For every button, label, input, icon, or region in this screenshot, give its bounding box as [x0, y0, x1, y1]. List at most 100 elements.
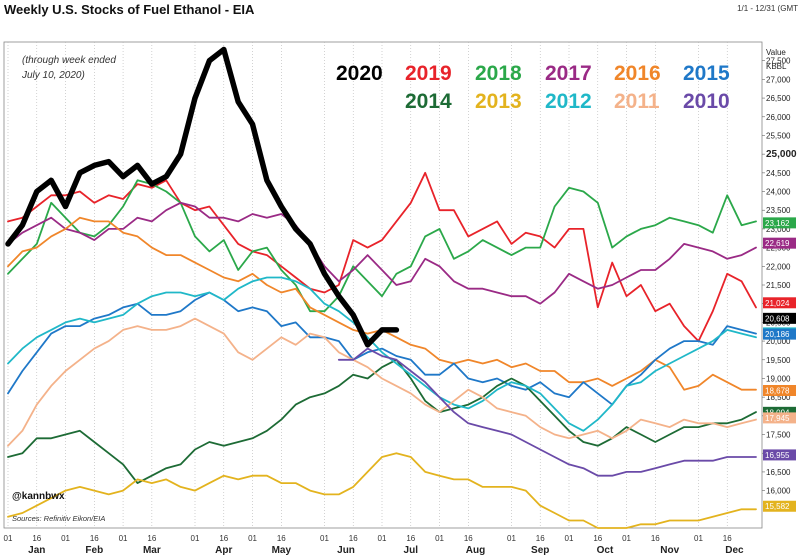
- y-tick-label: 18,500: [766, 393, 791, 402]
- x-tick-label: 01: [320, 534, 329, 543]
- end-label-2019: 21,024: [765, 299, 790, 308]
- x-month-label: Mar: [143, 545, 161, 556]
- y-tick-label: 19,500: [766, 356, 791, 365]
- x-month-label: Jan: [28, 545, 45, 556]
- x-tick-label: 16: [464, 534, 473, 543]
- end-label-2013: 15,582: [765, 502, 790, 511]
- y-axis-title: Value: [766, 48, 786, 57]
- y-tick-label: 25,500: [766, 131, 791, 140]
- end-label-box-2016: [763, 384, 796, 396]
- x-tick-label: 16: [90, 534, 99, 543]
- x-tick-label: 16: [32, 534, 41, 543]
- x-month-label: Sep: [531, 545, 549, 556]
- source-label: Sources: Refinitiv Eikon/EIA: [12, 514, 105, 523]
- y-tick-label: 24,000: [766, 188, 791, 197]
- end-label-box-2013: [763, 500, 796, 512]
- x-month-label: Dec: [725, 545, 744, 556]
- x-tick-label: 16: [277, 534, 286, 543]
- x-tick-label: 16: [593, 534, 602, 543]
- x-tick-label: 01: [61, 534, 70, 543]
- series-line-2020: [5, 46, 400, 348]
- x-tick-label: 01: [565, 534, 574, 543]
- note-line-1: (through week ended: [22, 55, 116, 66]
- y-tick-label: 20,000: [766, 337, 791, 346]
- note-line-2: July 10, 2020): [21, 70, 85, 81]
- x-tick-label: 01: [119, 534, 128, 543]
- x-tick-label: 16: [219, 534, 228, 543]
- x-month-label: Apr: [215, 545, 232, 556]
- legend-item-2016: 2016: [614, 62, 661, 85]
- x-tick-label: 16: [723, 534, 732, 543]
- x-tick-label: 01: [378, 534, 387, 543]
- y-axis-unit: KBBL: [766, 62, 787, 71]
- legend-item-2011: 2011: [614, 90, 660, 113]
- date-range-label: 1/1 - 12/31 (GMT: [737, 4, 798, 13]
- x-month-label: Nov: [660, 545, 679, 556]
- x-month-label: Jul: [404, 545, 419, 556]
- end-label-2010: 16,955: [765, 451, 790, 460]
- y-tick-label: 16,500: [766, 468, 791, 477]
- end-label-2011: 17,945: [765, 414, 790, 423]
- end-label-2020: 20,608: [765, 314, 790, 323]
- y-tick-label: 22,000: [766, 262, 791, 271]
- series-line-2017: [7, 201, 757, 305]
- series-line-2018: [7, 179, 757, 313]
- x-tick-label: 01: [435, 534, 444, 543]
- series-line-2013: [7, 452, 757, 529]
- legend-item-2018: 2018: [475, 62, 522, 85]
- x-tick-label: 01: [191, 534, 200, 543]
- end-label-box-2010: [763, 449, 796, 461]
- y-tick-label: 23,000: [766, 225, 791, 234]
- legend-item-2020: 2020: [336, 62, 383, 85]
- series-line-2015: [7, 291, 757, 406]
- end-label-box-2019: [763, 297, 796, 309]
- y-tick-label: 16,000: [766, 487, 791, 496]
- x-month-label: Feb: [85, 545, 103, 556]
- y-tick-label: 24,500: [766, 169, 791, 178]
- legend-item-2017: 2017: [545, 62, 592, 85]
- end-label-2016: 18,678: [765, 386, 790, 395]
- end-label-box-2014: [763, 406, 796, 418]
- y-tick-label: 26,500: [766, 94, 791, 103]
- y-tick-label: 25,000: [766, 149, 797, 160]
- legend-item-2015: 2015: [683, 62, 730, 85]
- end-label-box-2020: [763, 312, 796, 324]
- x-month-label: May: [272, 545, 292, 556]
- end-label-box-2011: [763, 412, 796, 424]
- y-tick-label: 21,500: [766, 281, 791, 290]
- y-tick-label: 27,500: [766, 57, 791, 66]
- x-tick-label: 01: [622, 534, 631, 543]
- end-label-2017: 22,619: [765, 239, 790, 248]
- plot-area: [3, 41, 763, 529]
- y-tick-label: 17,500: [766, 431, 791, 440]
- x-tick-label: 16: [406, 534, 415, 543]
- end-label-box-2015: [763, 328, 796, 340]
- end-label-2018: 23,162: [765, 219, 790, 228]
- x-tick-label: 16: [536, 534, 545, 543]
- series-line-2012: [7, 276, 757, 432]
- x-month-label: Jun: [337, 545, 355, 556]
- series-line-2010: [337, 347, 757, 477]
- end-label-box-2017: [763, 237, 796, 249]
- x-month-label: Aug: [466, 545, 485, 556]
- legend-item-2013: 2013: [475, 90, 522, 113]
- x-tick-label: 01: [4, 534, 13, 543]
- x-tick-label: 01: [248, 534, 257, 543]
- end-label-2015: 20,186: [765, 330, 790, 339]
- x-tick-label: 16: [349, 534, 358, 543]
- x-tick-label: 16: [651, 534, 660, 543]
- y-tick-label: 26,000: [766, 113, 791, 122]
- end-label-box-2018: [763, 217, 796, 229]
- x-tick-label: 01: [507, 534, 516, 543]
- legend-item-2019: 2019: [405, 62, 452, 85]
- x-tick-label: 16: [147, 534, 156, 543]
- series-line-2011: [7, 317, 757, 447]
- legend-item-2012: 2012: [545, 90, 592, 113]
- x-month-label: Oct: [597, 545, 614, 556]
- y-tick-label: 19,000: [766, 374, 791, 383]
- x-tick-label: 01: [694, 534, 703, 543]
- chart-title: Weekly U.S. Stocks of Fuel Ethanol - EIA: [4, 2, 255, 17]
- legend-item-2010: 2010: [683, 90, 730, 113]
